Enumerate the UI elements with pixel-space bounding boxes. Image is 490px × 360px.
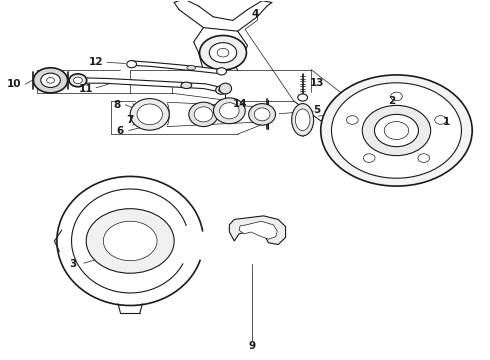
Circle shape — [221, 105, 229, 111]
Ellipse shape — [220, 103, 239, 119]
Circle shape — [69, 74, 87, 87]
Ellipse shape — [137, 104, 162, 125]
Text: 10: 10 — [7, 79, 22, 89]
Circle shape — [86, 209, 174, 273]
Polygon shape — [239, 221, 277, 239]
Text: 12: 12 — [89, 57, 104, 67]
Circle shape — [41, 73, 60, 87]
Circle shape — [391, 92, 402, 101]
Circle shape — [362, 105, 431, 156]
Text: 3: 3 — [70, 259, 76, 269]
Circle shape — [374, 114, 418, 147]
Polygon shape — [74, 78, 225, 93]
Text: 4: 4 — [251, 9, 258, 19]
Text: 11: 11 — [79, 84, 94, 94]
Ellipse shape — [194, 107, 213, 122]
Circle shape — [346, 116, 358, 124]
Circle shape — [298, 94, 308, 101]
Circle shape — [199, 36, 246, 70]
Text: 2: 2 — [388, 96, 395, 106]
Ellipse shape — [189, 102, 218, 127]
Text: 1: 1 — [442, 117, 450, 127]
Ellipse shape — [220, 83, 232, 94]
Circle shape — [219, 88, 224, 92]
Circle shape — [331, 83, 462, 178]
Ellipse shape — [248, 104, 275, 125]
Ellipse shape — [130, 99, 169, 130]
Circle shape — [435, 116, 446, 124]
Circle shape — [103, 221, 157, 261]
Ellipse shape — [292, 104, 314, 136]
Circle shape — [217, 68, 226, 75]
Text: 13: 13 — [310, 78, 324, 88]
Circle shape — [209, 42, 237, 63]
Text: 14: 14 — [233, 99, 247, 109]
Circle shape — [216, 86, 227, 94]
Ellipse shape — [295, 109, 310, 131]
Polygon shape — [229, 216, 286, 244]
Circle shape — [418, 154, 430, 162]
Circle shape — [74, 77, 82, 84]
Polygon shape — [130, 61, 223, 73]
Circle shape — [363, 154, 375, 162]
Circle shape — [217, 48, 229, 57]
Circle shape — [321, 75, 472, 186]
Text: 6: 6 — [117, 126, 124, 135]
Text: 9: 9 — [249, 341, 256, 351]
Ellipse shape — [214, 98, 245, 124]
Text: 5: 5 — [313, 105, 320, 115]
Ellipse shape — [181, 82, 192, 89]
Ellipse shape — [254, 108, 270, 121]
Text: 7: 7 — [126, 115, 134, 125]
Ellipse shape — [187, 66, 196, 70]
Circle shape — [384, 122, 409, 139]
Circle shape — [33, 68, 68, 93]
Circle shape — [47, 77, 54, 83]
Circle shape — [127, 60, 137, 68]
Text: 8: 8 — [113, 100, 121, 110]
